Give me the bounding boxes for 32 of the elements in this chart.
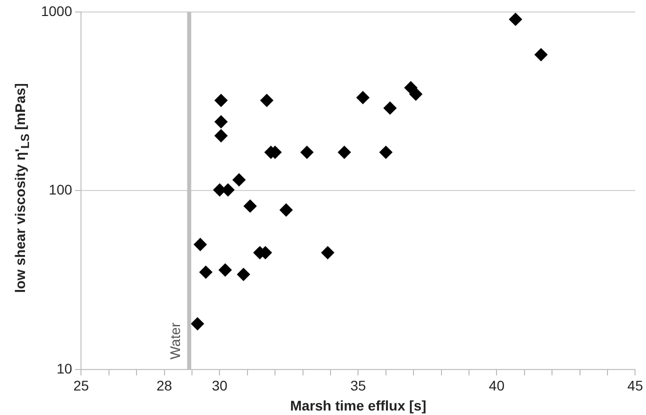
y-tick-label: 1000 (40, 2, 72, 19)
point (232, 173, 246, 186)
x-tick-label: 35 (350, 378, 366, 394)
y-tick-label: 100 (48, 182, 72, 198)
point (321, 246, 334, 260)
point (214, 129, 228, 142)
ref-line-label: Water (167, 322, 184, 360)
point (218, 263, 232, 276)
x-tick-label: 25 (73, 378, 90, 394)
x-tick-label: 40 (488, 378, 505, 394)
point (260, 94, 274, 107)
x-axis-title: Marsh time efflux [s] (290, 397, 426, 414)
point (244, 200, 257, 213)
x-tick-label: 30 (212, 378, 228, 394)
point (384, 102, 397, 115)
point (214, 94, 228, 107)
point (509, 12, 522, 26)
point (214, 115, 228, 128)
point (236, 268, 250, 281)
point (199, 266, 212, 279)
point (300, 146, 314, 159)
point (379, 146, 392, 159)
y-tick-label: 10 (56, 360, 72, 376)
point (280, 203, 293, 216)
point (534, 48, 548, 62)
point (191, 317, 204, 330)
point (338, 146, 351, 159)
x-tick-label: 45 (627, 378, 644, 394)
x-tick-label: 28 (156, 378, 172, 394)
point (409, 88, 422, 101)
point (356, 91, 370, 104)
point (194, 238, 207, 251)
